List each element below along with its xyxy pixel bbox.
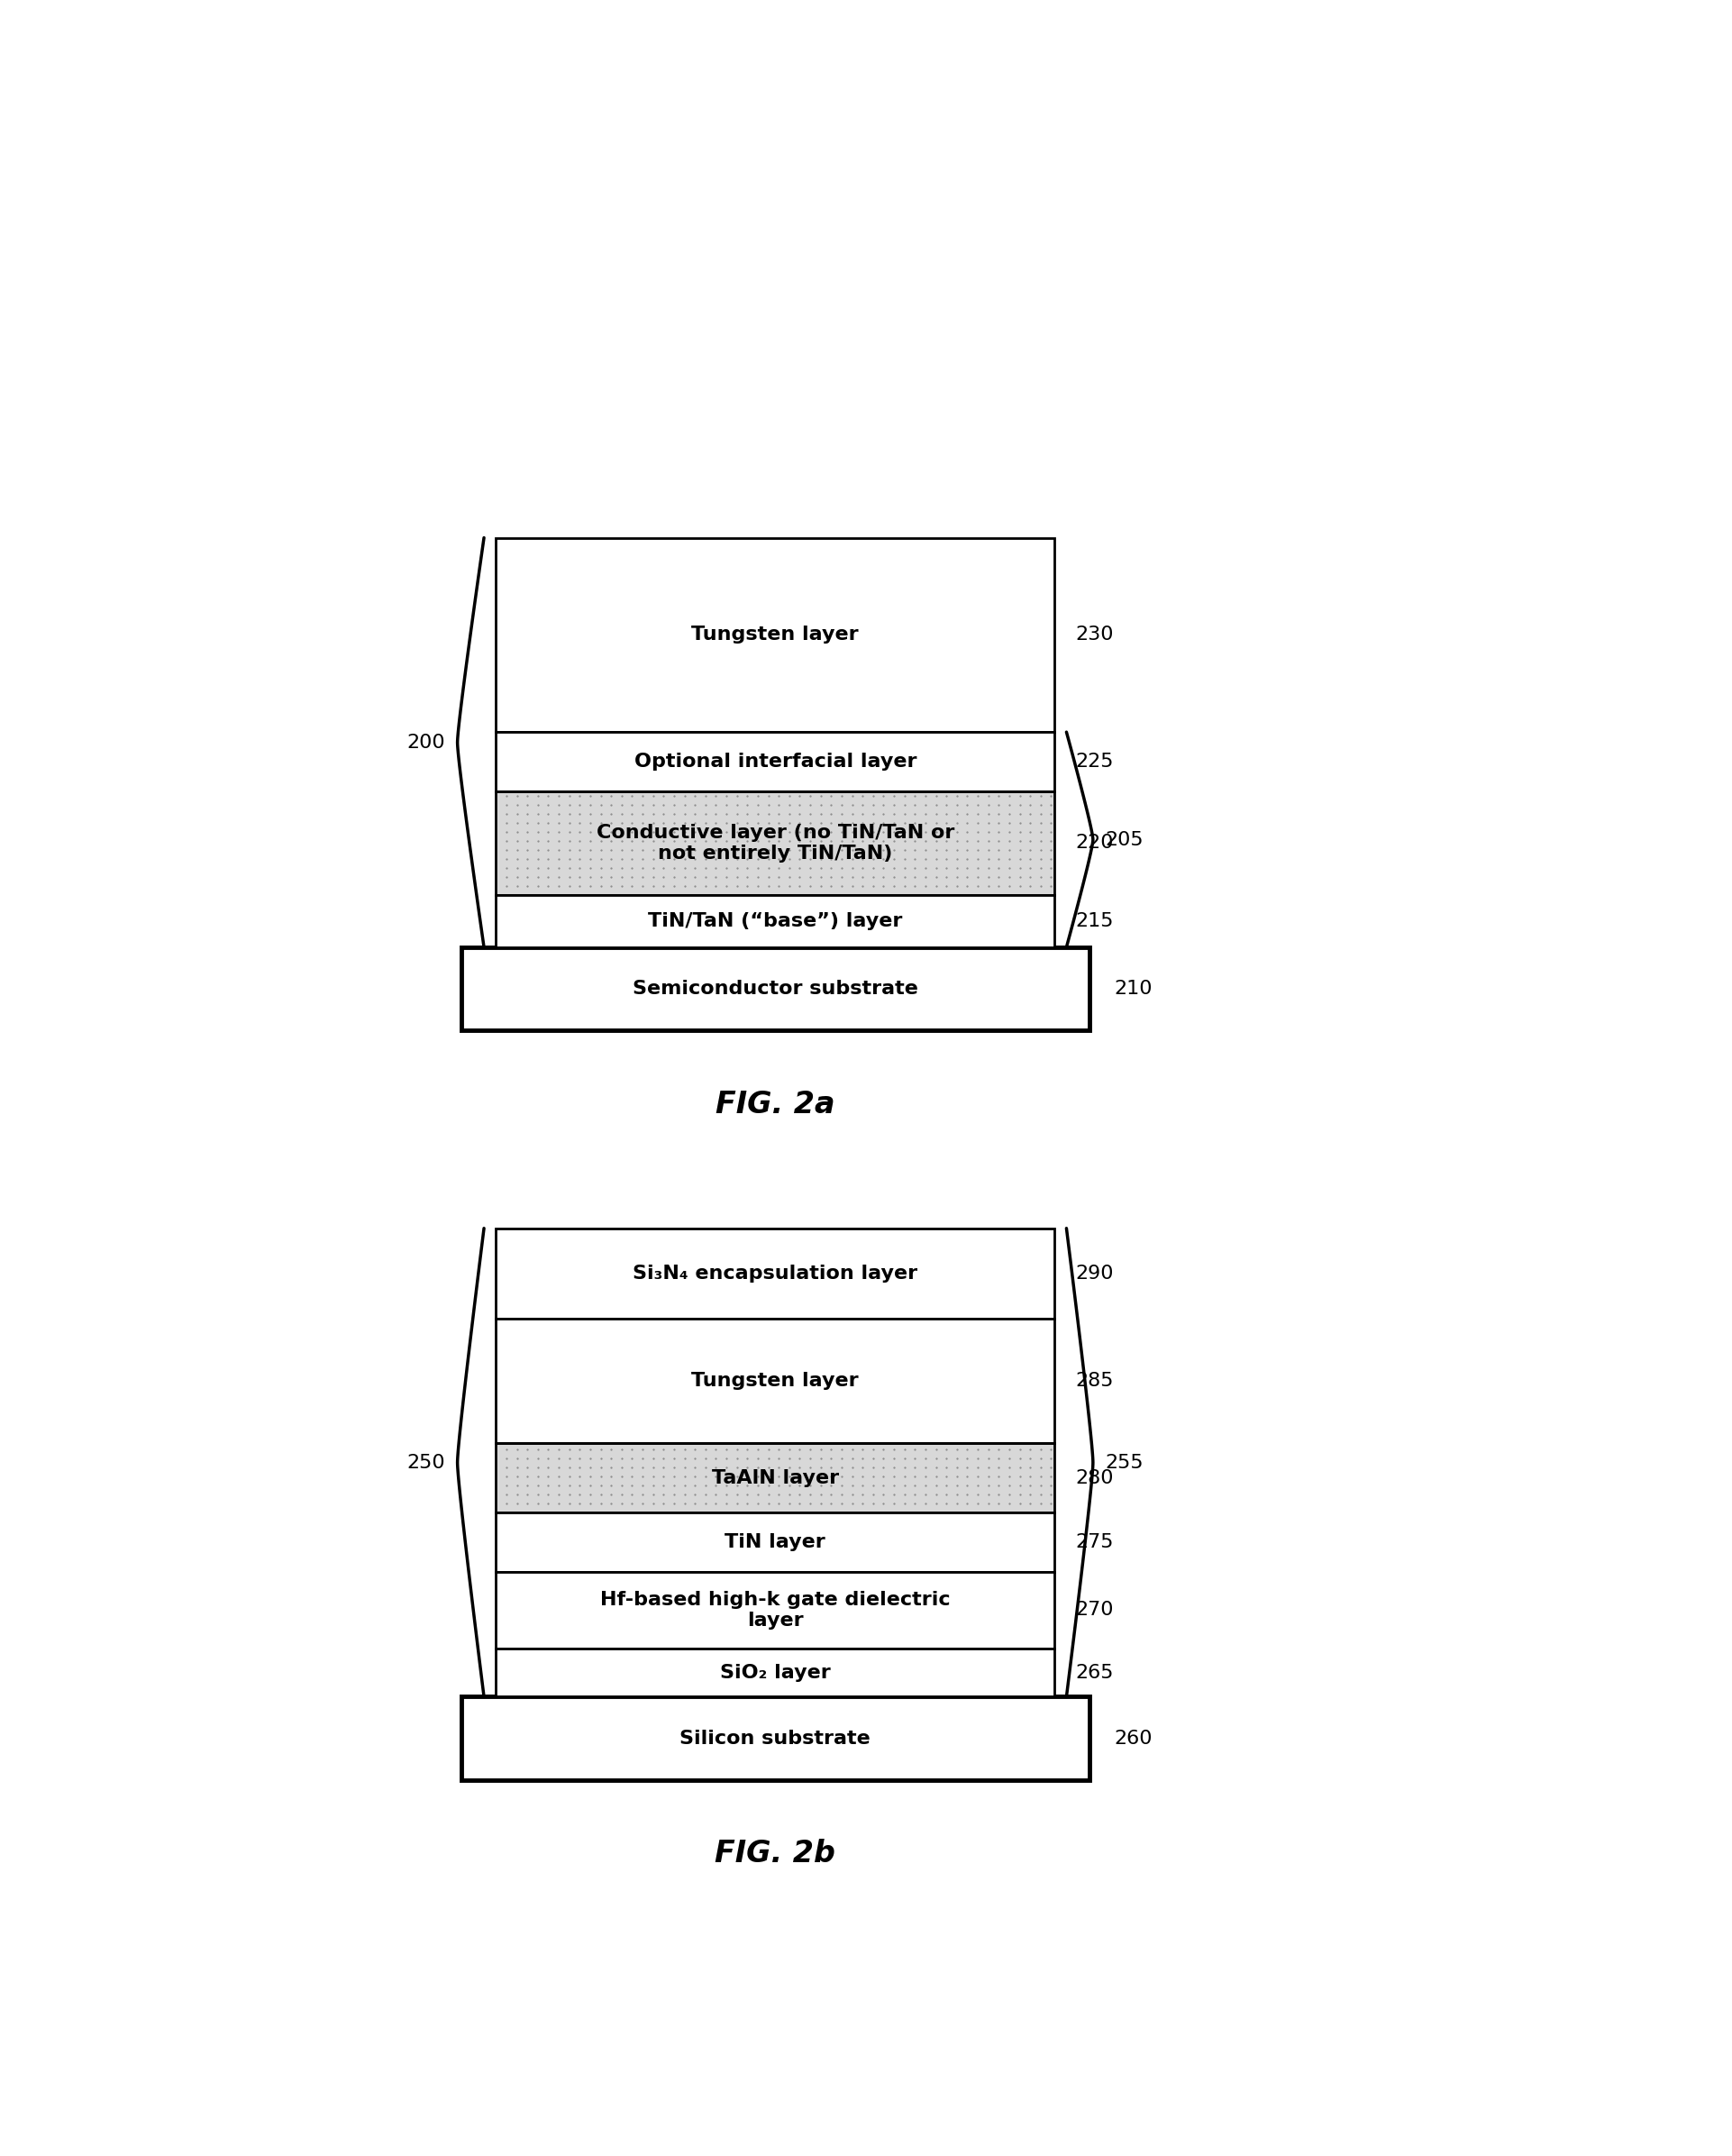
Text: 200: 200 (407, 733, 445, 752)
Text: 230: 230 (1076, 625, 1114, 645)
Bar (495, 791, 1055, 895)
Text: 255: 255 (1105, 1453, 1143, 1473)
Text: Conductive layer (no TiN/TaN or
not entirely TiN/TaN): Conductive layer (no TiN/TaN or not enti… (596, 824, 954, 862)
Text: 225: 225 (1076, 752, 1114, 770)
Text: FIG. 2a: FIG. 2a (715, 1089, 835, 1119)
Bar (495, 895, 1055, 946)
Text: 250: 250 (407, 1453, 445, 1473)
Text: SiO₂ layer: SiO₂ layer (721, 1664, 831, 1682)
Bar (495, 1647, 1055, 1697)
Text: TiN layer: TiN layer (726, 1533, 826, 1552)
Text: 215: 215 (1076, 912, 1114, 929)
Bar (461, 946, 1089, 1031)
Text: 290: 290 (1076, 1263, 1114, 1283)
Text: TaAlN layer: TaAlN layer (712, 1468, 838, 1488)
Bar (495, 537, 1055, 733)
Bar (495, 1572, 1055, 1647)
Text: TiN/TaN (“base”) layer: TiN/TaN (“base”) layer (648, 912, 902, 929)
Text: 270: 270 (1076, 1602, 1114, 1619)
Text: 210: 210 (1114, 979, 1152, 998)
Bar (495, 1319, 1055, 1442)
Text: Hf-based high-k gate dielectric
layer: Hf-based high-k gate dielectric layer (599, 1591, 951, 1630)
Bar (495, 1442, 1055, 1514)
Bar (461, 1697, 1089, 1781)
Text: Semiconductor substrate: Semiconductor substrate (632, 979, 918, 998)
Text: 265: 265 (1076, 1664, 1114, 1682)
Text: Tungsten layer: Tungsten layer (691, 1371, 859, 1391)
Bar (495, 1514, 1055, 1572)
Bar (495, 1229, 1055, 1319)
Text: Optional interfacial layer: Optional interfacial layer (634, 752, 916, 770)
Text: Silicon substrate: Silicon substrate (679, 1729, 871, 1746)
Text: 285: 285 (1076, 1371, 1114, 1391)
Bar (495, 1442, 1055, 1514)
Text: Si₃N₄ encapsulation layer: Si₃N₄ encapsulation layer (632, 1263, 918, 1283)
Bar (495, 791, 1055, 895)
Text: Tungsten layer: Tungsten layer (691, 625, 859, 645)
Text: 205: 205 (1105, 830, 1143, 849)
Text: 280: 280 (1076, 1468, 1114, 1488)
Text: 220: 220 (1076, 834, 1114, 852)
Text: 275: 275 (1076, 1533, 1114, 1552)
Bar (495, 733, 1055, 791)
Text: FIG. 2b: FIG. 2b (715, 1839, 835, 1869)
Text: 260: 260 (1114, 1729, 1152, 1746)
